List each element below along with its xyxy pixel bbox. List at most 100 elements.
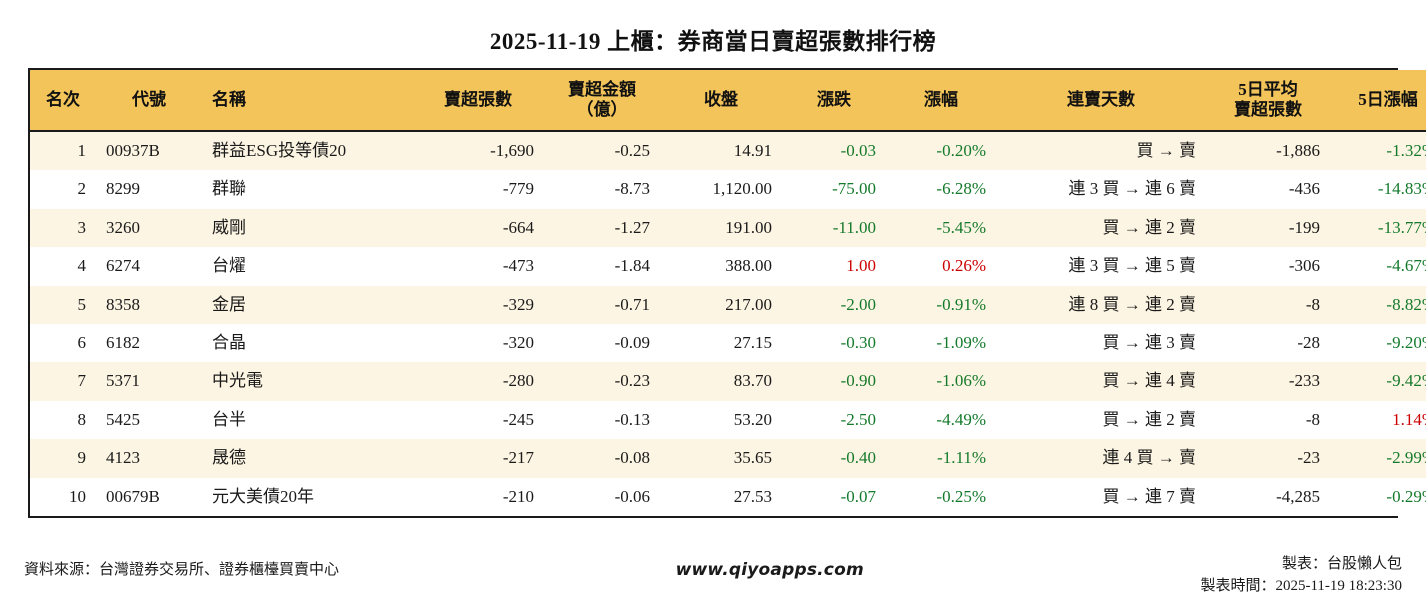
cell-avg5: -8 (1206, 400, 1330, 440)
table-row: 5 8358 金居 -329 -0.71 217.00 -2.00 -0.91% 連 8 買 →… (30, 285, 1426, 325)
cell-shares: -1,690 (412, 131, 544, 171)
footer-timestamp: 製表時間：2025-11-19 18:23:30 (1200, 577, 1402, 594)
cell-rank: 1 (30, 131, 96, 171)
cell-shares: -779 (412, 170, 544, 209)
cell-avg5: -28 (1206, 324, 1330, 363)
table-row: 7 5371 中光電 -280 -0.23 83.70 -0.90 -1.06% 買 → 連 4… (30, 362, 1426, 401)
cell-code: 8358 (96, 285, 202, 325)
cell-change: -0.30 (782, 324, 886, 363)
cell-days: 買 → 連 4 賣 (996, 362, 1206, 401)
cell-days: 買 → 賣 (996, 131, 1206, 171)
cell-rank: 7 (30, 362, 96, 401)
cell-days: 連 8 買 → 連 2 賣 (996, 285, 1206, 325)
cell-rank: 8 (30, 400, 96, 440)
column-header-rank: 名次 (30, 70, 96, 133)
table-body: 1 00937B 群益ESG投等債20 -1,690 -0.25 14.91 -0.03 -0… (30, 131, 1426, 516)
column-header-days: 連賣天數 (996, 70, 1206, 133)
cell-change: -2.50 (782, 400, 886, 440)
cell-shares: -329 (412, 285, 544, 325)
table-row: 3 3260 威剛 -664 -1.27 191.00 -11.00 -5.45% 買 → 連 … (30, 208, 1426, 248)
cell-days: 買 → 連 3 賣 (996, 324, 1206, 363)
cell-name: 台燿 (202, 247, 412, 286)
cell-pct: 0.26% (886, 247, 996, 286)
cell-amount: -0.08 (544, 439, 660, 478)
cell-shares: -245 (412, 400, 544, 440)
cell-amount: -0.23 (544, 362, 660, 401)
cell-pct5: -9.42% (1330, 362, 1426, 401)
cell-days: 買 → 連 2 賣 (996, 208, 1206, 248)
cell-rank: 10 (30, 477, 96, 516)
cell-amount: -0.13 (544, 400, 660, 440)
table-header: 名次 代號 名稱 賣超張數 賣超金額 （億） 收盤 漲跌 漲幅 連賣天數 5日平… (30, 70, 1426, 133)
cell-close: 1,120.00 (660, 170, 782, 209)
cell-shares: -473 (412, 247, 544, 286)
table-row: 2 8299 群聯 -779 -8.73 1,120.00 -75.00 -6.28% 連 3 … (30, 170, 1426, 209)
cell-name: 台半 (202, 400, 412, 440)
cell-close: 388.00 (660, 247, 782, 286)
cell-days: 連 4 買 → 賣 (996, 439, 1206, 478)
cell-change: -2.00 (782, 285, 886, 325)
table-row: 4 6274 台燿 -473 -1.84 388.00 1.00 0.26% 連 3 買 → 連… (30, 247, 1426, 286)
cell-close: 191.00 (660, 208, 782, 248)
cell-pct5: -13.77% (1330, 208, 1426, 248)
cell-name: 元大美債20年 (202, 477, 412, 516)
cell-name: 威剛 (202, 208, 412, 248)
cell-code: 3260 (96, 208, 202, 248)
cell-pct: -1.06% (886, 362, 996, 401)
cell-pct5: -4.67% (1330, 247, 1426, 286)
cell-close: 217.00 (660, 285, 782, 325)
column-header-code: 代號 (96, 70, 202, 133)
cell-code: 5425 (96, 400, 202, 440)
cell-code: 8299 (96, 170, 202, 209)
cell-change: -0.03 (782, 131, 886, 171)
cell-rank: 5 (30, 285, 96, 325)
cell-change: -11.00 (782, 208, 886, 248)
cell-code: 5371 (96, 362, 202, 401)
cell-close: 14.91 (660, 131, 782, 171)
column-header-close: 收盤 (660, 70, 782, 133)
cell-pct: -0.25% (886, 477, 996, 516)
column-header-avg5-line2: 賣超張數 (1234, 100, 1302, 120)
column-header-amount-line2: （億） (576, 100, 628, 120)
table-row: 8 5425 台半 -245 -0.13 53.20 -2.50 -4.49% 買 → 連 2 … (30, 400, 1426, 440)
cell-pct5: 1.14% (1330, 400, 1426, 440)
cell-amount: -1.27 (544, 208, 660, 248)
column-header-shares: 賣超張數 (412, 70, 544, 133)
table-row: 6 6182 合晶 -320 -0.09 27.15 -0.30 -1.09% 買 → 連 3 … (30, 324, 1426, 363)
cell-code: 4123 (96, 439, 202, 478)
page-title: 2025-11-19 上櫃：券商當日賣超張數排行榜 (489, 29, 937, 54)
cell-name: 群聯 (202, 170, 412, 209)
ranking-table: 名次 代號 名稱 賣超張數 賣超金額 （億） 收盤 漲跌 漲幅 連賣天數 5日平… (30, 70, 1426, 516)
cell-change: -0.90 (782, 362, 886, 401)
cell-days: 連 3 買 → 連 6 賣 (996, 170, 1206, 209)
cell-name: 金居 (202, 285, 412, 325)
cell-name: 中光電 (202, 362, 412, 401)
footer-meta: 製表：台股懶人包 製表時間：2025-11-19 18:23:30 (1200, 554, 1402, 598)
header-row: 名次 代號 名稱 賣超張數 賣超金額 （億） 收盤 漲跌 漲幅 連賣天數 5日平… (30, 70, 1426, 133)
table-row: 1 00937B 群益ESG投等債20 -1,690 -0.25 14.91 -0.03 -0… (30, 131, 1426, 171)
cell-pct5: -14.83% (1330, 170, 1426, 209)
cell-amount: -8.73 (544, 170, 660, 209)
cell-avg5: -199 (1206, 208, 1330, 248)
cell-days: 連 3 買 → 連 5 賣 (996, 247, 1206, 286)
cell-pct: -4.49% (886, 400, 996, 440)
cell-shares: -210 (412, 477, 544, 516)
cell-shares: -664 (412, 208, 544, 248)
column-header-amount: 賣超金額 （億） (544, 70, 660, 133)
cell-rank: 9 (30, 439, 96, 478)
footer-author: 製表：台股懶人包 (1281, 556, 1402, 572)
cell-avg5: -23 (1206, 439, 1330, 478)
cell-days: 買 → 連 7 賣 (996, 477, 1206, 516)
column-header-pct: 漲幅 (886, 70, 996, 133)
column-header-amount-line1: 賣超金額 (568, 80, 636, 99)
cell-amount: -0.06 (544, 477, 660, 516)
cell-name: 群益ESG投等債20 (202, 131, 412, 171)
cell-rank: 4 (30, 247, 96, 286)
cell-pct5: -9.20% (1330, 324, 1426, 363)
cell-close: 83.70 (660, 362, 782, 401)
table-row: 9 4123 晟德 -217 -0.08 35.65 -0.40 -1.11% 連 4 買 → … (30, 439, 1426, 478)
cell-change: -0.40 (782, 439, 886, 478)
column-header-pct5: 5日漲幅 (1330, 70, 1426, 133)
cell-rank: 6 (30, 324, 96, 363)
cell-shares: -217 (412, 439, 544, 478)
